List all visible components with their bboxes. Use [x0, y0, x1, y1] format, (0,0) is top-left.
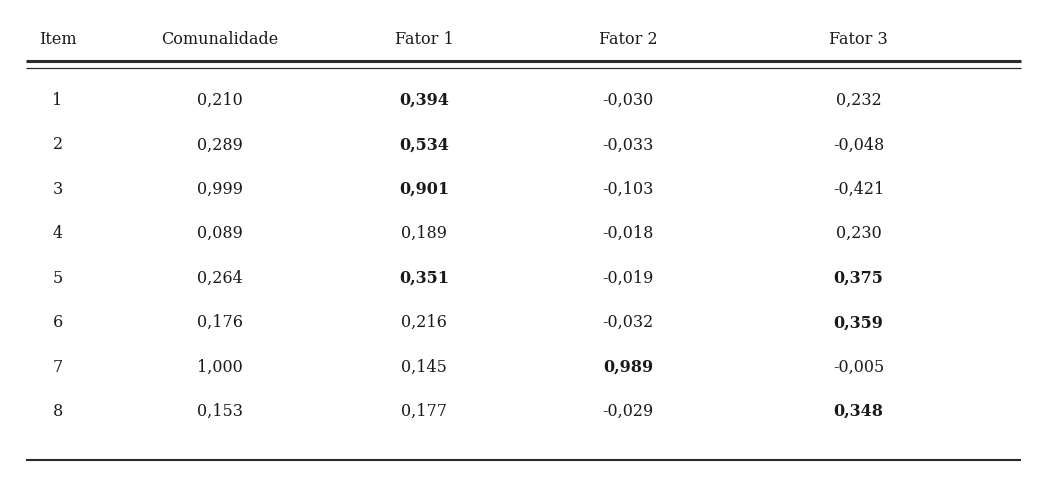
Text: 0,359: 0,359 — [833, 314, 884, 331]
Text: 4: 4 — [52, 225, 63, 242]
Text: 1: 1 — [52, 92, 63, 109]
Text: 0,210: 0,210 — [197, 92, 243, 109]
Text: -0,103: -0,103 — [602, 181, 654, 198]
Text: Fator 2: Fator 2 — [599, 31, 658, 48]
Text: 0,999: 0,999 — [197, 181, 243, 198]
Text: -0,032: -0,032 — [603, 314, 653, 331]
Text: -0,019: -0,019 — [602, 270, 654, 287]
Text: 8: 8 — [52, 403, 63, 420]
Text: 0,232: 0,232 — [836, 92, 882, 109]
Text: 0,534: 0,534 — [399, 136, 449, 153]
Text: 0,216: 0,216 — [401, 314, 447, 331]
Text: -0,033: -0,033 — [602, 136, 654, 153]
Text: Comunalidade: Comunalidade — [161, 31, 279, 48]
Text: 0,145: 0,145 — [401, 358, 447, 376]
Text: 2: 2 — [52, 136, 63, 153]
Text: -0,018: -0,018 — [602, 225, 654, 242]
Text: 0,289: 0,289 — [197, 136, 243, 153]
Text: 5: 5 — [52, 270, 63, 287]
Text: Fator 3: Fator 3 — [829, 31, 888, 48]
Text: 0,176: 0,176 — [197, 314, 243, 331]
Text: 0,264: 0,264 — [197, 270, 243, 287]
Text: -0,005: -0,005 — [833, 358, 884, 376]
Text: 0,189: 0,189 — [401, 225, 447, 242]
Text: 0,901: 0,901 — [399, 181, 449, 198]
Text: 6: 6 — [52, 314, 63, 331]
Text: 0,351: 0,351 — [399, 270, 449, 287]
Text: -0,029: -0,029 — [603, 403, 653, 420]
Text: -0,421: -0,421 — [833, 181, 884, 198]
Text: 0,177: 0,177 — [401, 403, 447, 420]
Text: 7: 7 — [52, 358, 63, 376]
Text: 0,394: 0,394 — [399, 92, 449, 109]
Text: 3: 3 — [52, 181, 63, 198]
Text: 0,989: 0,989 — [603, 358, 653, 376]
Text: Item: Item — [39, 31, 76, 48]
Text: 0,230: 0,230 — [836, 225, 882, 242]
Text: 0,348: 0,348 — [833, 403, 884, 420]
Text: -0,030: -0,030 — [603, 92, 653, 109]
Text: 0,375: 0,375 — [833, 270, 884, 287]
Text: Fator 1: Fator 1 — [395, 31, 453, 48]
Text: 1,000: 1,000 — [197, 358, 243, 376]
Text: -0,048: -0,048 — [833, 136, 884, 153]
Text: 0,089: 0,089 — [197, 225, 243, 242]
Text: 0,153: 0,153 — [197, 403, 243, 420]
